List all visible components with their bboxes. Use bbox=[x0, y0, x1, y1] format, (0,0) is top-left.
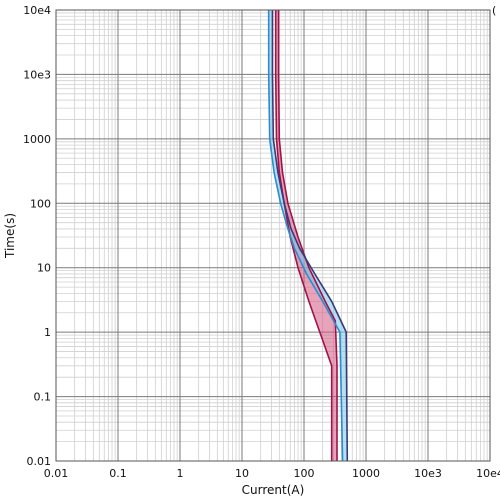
blue-max-curve bbox=[271, 10, 349, 462]
x-tick-label: 100 bbox=[294, 467, 315, 480]
y-tick-label: 0.1 bbox=[34, 391, 52, 404]
crimson-min-curve bbox=[274, 10, 333, 461]
x-tick-labels: 0.010.1110100100010e310e410e5 bbox=[44, 467, 500, 480]
corner-label: ( bbox=[492, 4, 496, 17]
y-tick-labels: 0.010.1110100100010e310e410e5 bbox=[23, 4, 52, 468]
x-tick-label: 0.1 bbox=[109, 467, 127, 480]
x-tick-label: 10e4 bbox=[476, 467, 500, 480]
plot-frame bbox=[55, 9, 491, 462]
y-tick-label: 0.01 bbox=[27, 455, 52, 468]
x-tick-label: 1 bbox=[177, 467, 184, 480]
x-tick-label: 10 bbox=[235, 467, 249, 480]
y-tick-label: 1000 bbox=[23, 133, 51, 146]
blue-min-curve bbox=[267, 10, 344, 462]
curve-lines bbox=[267, 10, 349, 462]
y-tick-label: 1 bbox=[44, 326, 51, 339]
y-tick-label: 10 bbox=[37, 262, 51, 275]
y-tick-label: 10e4 bbox=[23, 4, 51, 17]
x-axis-label: Current(A) bbox=[242, 483, 305, 497]
y-tick-label: 100 bbox=[30, 197, 51, 210]
x-tick-label: 1000 bbox=[352, 467, 380, 480]
y-axis-label: Time(s) bbox=[3, 213, 17, 259]
crimson-max-curve bbox=[277, 10, 338, 461]
x-tick-label: 10e3 bbox=[414, 467, 442, 480]
y-tick-label: 10e3 bbox=[23, 68, 51, 81]
x-tick-label: 0.01 bbox=[44, 467, 69, 480]
